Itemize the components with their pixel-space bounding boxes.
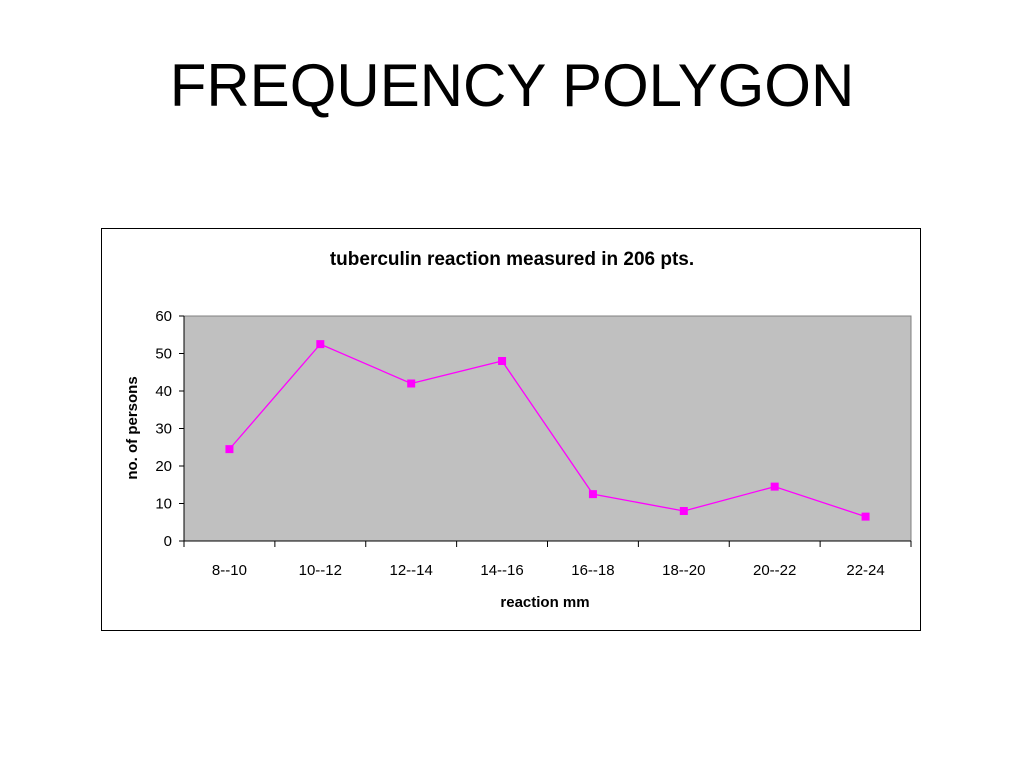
y-tick-label: 30 <box>155 421 172 438</box>
data-point <box>498 357 507 365</box>
data-point <box>861 512 870 521</box>
x-axis: 8--10 10--12 12--14 14--16 16--18 18--20 20--2… <box>183 540 912 579</box>
series-group <box>225 340 870 521</box>
data-point <box>407 379 416 388</box>
y-tick-label: 20 <box>155 458 172 475</box>
chart-frame: tuberculin reaction measured in 206 pts.… <box>101 228 921 631</box>
line-chart: tuberculin reaction measured in 206 pts.… <box>124 249 912 611</box>
series-line <box>228 343 866 518</box>
x-tick-label: 8--10 <box>212 562 247 579</box>
data-point <box>679 507 688 515</box>
x-tick-label: 20--22 <box>753 562 796 579</box>
data-point <box>225 445 234 454</box>
x-tick-label: 10--12 <box>299 562 342 579</box>
y-axis-label: no. of persons <box>124 376 141 479</box>
y-tick-label: 50 <box>155 346 172 363</box>
y-axis: 0 10 20 30 40 50 60 <box>155 308 185 550</box>
x-tick-label: 16--18 <box>571 562 614 579</box>
x-axis-label: reaction mm <box>500 594 589 611</box>
y-tick-label: 10 <box>155 496 172 513</box>
data-point <box>770 482 779 491</box>
chart-title: tuberculin reaction measured in 206 pts. <box>330 249 694 270</box>
data-point <box>588 490 597 499</box>
y-tick-label: 40 <box>155 383 172 400</box>
data-point <box>316 340 325 349</box>
slide-title: FREQUENCY POLYGON <box>169 52 855 119</box>
y-tick-label: 0 <box>164 533 172 550</box>
x-tick-label: 14--16 <box>480 562 523 579</box>
x-tick-label: 22-24 <box>846 562 884 579</box>
x-tick-label: 18--20 <box>662 562 705 579</box>
y-tick-label: 60 <box>155 308 172 325</box>
x-tick-label: 12--14 <box>390 562 433 579</box>
